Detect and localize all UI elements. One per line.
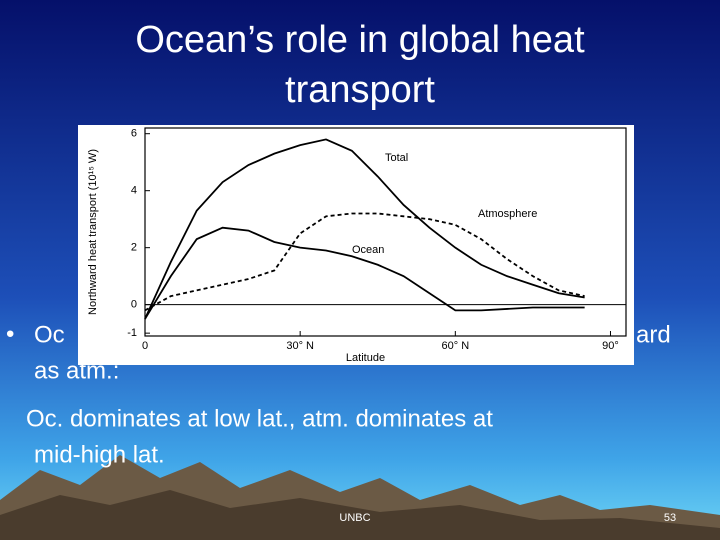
x-tick-label: 30° N [286,340,314,352]
bullet-text: ard [636,321,671,348]
body-text: Oc. dominates at low lat., atm. dominate… [26,405,493,432]
mountains-front [0,490,720,540]
chart: -1 0 2 4 6 0 30° N 60° N 90° Latitude Northward he… [78,125,634,365]
bullet-mark: • [6,320,14,347]
series-label: Ocean [352,244,384,256]
x-tick-label: 60° N [442,340,470,352]
body-text: mid-high lat. [34,441,165,468]
y-tick-label: -1 [127,327,137,339]
x-tick-label: 0 [142,340,148,352]
series-line [144,226,585,320]
page-number: 53 [664,512,676,524]
x-tick-label: 90° [602,340,619,352]
y-tick-label: 2 [131,242,137,254]
series-label: Total [385,152,408,164]
title-line: transport [285,69,435,111]
footer: UNBC [339,512,370,524]
y-tick-label: 0 [131,299,137,311]
y-tick-label: 6 [131,128,137,140]
x-axis-label: Latitude [346,352,385,364]
series-label: Atmosphere [478,208,537,220]
title-line: Ocean’s role in global heat [135,19,585,61]
series-line [144,212,585,312]
plot-frame [144,127,627,337]
bullet-text: Oc [34,321,65,348]
series-line [144,138,585,320]
y-axis-label: Northward heat transport (10¹⁵ W) [87,149,99,315]
y-tick-label: 4 [131,185,137,197]
chart-background [78,125,634,365]
